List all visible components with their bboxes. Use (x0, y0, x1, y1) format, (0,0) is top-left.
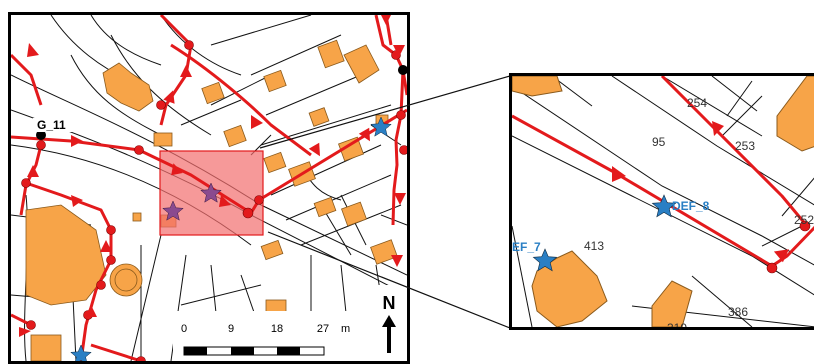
building (153, 132, 173, 147)
star-marker-purple (162, 200, 184, 221)
building (201, 81, 225, 105)
building (313, 196, 337, 218)
parcel-label-95: 95 (652, 135, 666, 149)
inset-parcel-lines (512, 76, 814, 327)
inset-labels: DEF_8 EF_7 413 95 254 253 386 252 319 (512, 96, 814, 327)
node-label-g11: G_11 (37, 118, 66, 132)
scale-unit: m (341, 323, 350, 335)
parcel-label-413: 413 (584, 239, 604, 253)
parcel-label-386: 386 (728, 305, 748, 319)
inset-network-nodes (766, 220, 811, 274)
building (263, 151, 287, 174)
parcel-label-253: 253 (735, 139, 755, 153)
building (308, 107, 330, 127)
scale-tick-18: 18 (271, 323, 283, 335)
building (776, 76, 814, 152)
network-nodes (21, 40, 407, 361)
building (25, 204, 107, 306)
building (651, 280, 693, 327)
building (512, 76, 563, 97)
inset-flow-arrows (612, 121, 790, 263)
building (263, 69, 287, 93)
node-label-halo (33, 118, 88, 132)
building (370, 239, 398, 265)
parcel-label-319: 319 (667, 321, 687, 327)
label-def-8: DEF_8 (672, 199, 710, 213)
building (102, 62, 154, 112)
main-map[interactable]: G_11 0 9 18 27 m N (8, 12, 410, 364)
north-arrow: N (374, 285, 407, 361)
building (260, 239, 284, 261)
star-marker-purple (200, 182, 222, 203)
label-def-7: EF_7 (512, 240, 541, 254)
building (223, 124, 247, 148)
parcel-label-252: 252 (794, 213, 814, 227)
scale-tick-0: 0 (181, 323, 187, 335)
building (30, 334, 62, 361)
scale-tick-27: 27 (317, 323, 329, 335)
junction-node (36, 130, 46, 140)
star-marker-def8 (651, 194, 677, 218)
star-marker-blue (70, 344, 92, 361)
north-arrow-label: N (383, 293, 396, 313)
building (132, 212, 142, 222)
junction-node (398, 65, 407, 75)
building (317, 39, 345, 69)
star-marker-def7 (532, 248, 558, 272)
inset-map[interactable]: DEF_8 EF_7 413 95 254 253 386 252 319 (509, 73, 814, 330)
parcel-label-254: 254 (687, 96, 707, 110)
inset-network-lines (512, 76, 814, 268)
scale-tick-9: 9 (228, 323, 234, 335)
building (341, 201, 367, 227)
building (343, 44, 380, 84)
